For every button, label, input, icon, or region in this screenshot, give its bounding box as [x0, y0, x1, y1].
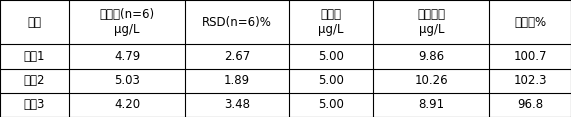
Text: 8.91: 8.91 — [419, 98, 444, 111]
Text: 5.00: 5.00 — [318, 50, 344, 63]
Text: 测定值(n=6)
μg/L: 测定值(n=6) μg/L — [99, 8, 155, 36]
Text: 100.7: 100.7 — [513, 50, 547, 63]
Text: 水样1: 水样1 — [24, 50, 45, 63]
Text: 2.67: 2.67 — [224, 50, 250, 63]
Text: 4.79: 4.79 — [114, 50, 140, 63]
Text: 96.8: 96.8 — [517, 98, 543, 111]
Text: 9.86: 9.86 — [419, 50, 444, 63]
Text: 加标量
μg/L: 加标量 μg/L — [318, 8, 344, 36]
Text: RSD(n=6)%: RSD(n=6)% — [202, 16, 272, 29]
Text: 1.89: 1.89 — [224, 74, 250, 87]
Text: 5.00: 5.00 — [318, 74, 344, 87]
Text: 测得总量
μg/L: 测得总量 μg/L — [417, 8, 445, 36]
Text: 10.26: 10.26 — [415, 74, 448, 87]
Text: 5.03: 5.03 — [114, 74, 140, 87]
Text: 3.48: 3.48 — [224, 98, 250, 111]
Text: 回收率%: 回收率% — [514, 16, 546, 29]
Text: 4.20: 4.20 — [114, 98, 140, 111]
Text: 水样3: 水样3 — [24, 98, 45, 111]
Text: 样品: 样品 — [27, 16, 42, 29]
Text: 水样2: 水样2 — [24, 74, 45, 87]
Text: 102.3: 102.3 — [513, 74, 547, 87]
Text: 5.00: 5.00 — [318, 98, 344, 111]
